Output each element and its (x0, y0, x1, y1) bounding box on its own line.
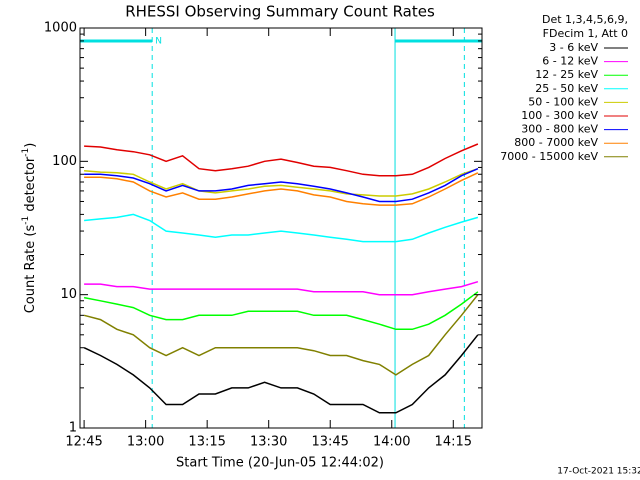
legend-label: 6 - 12 keV (542, 55, 598, 68)
x-tick-label: 14:15 (435, 435, 472, 450)
legend-label: 7000 - 15000 keV (500, 150, 598, 163)
series-line (84, 143, 479, 177)
plot-frame (79, 27, 483, 429)
series-line (83, 291, 479, 331)
y-label-sup: -1 (21, 216, 31, 225)
x-tick-label: 14:00 (373, 435, 410, 450)
x-axis-label: Start Time (20-Jun-05 12:44:02) (176, 456, 384, 471)
legend-label: 100 - 300 keV (521, 109, 598, 122)
legend-label: 3 - 6 keV (549, 41, 598, 54)
x-tick-label: 13:00 (127, 435, 164, 450)
series-line (84, 167, 479, 197)
series-line (84, 172, 479, 206)
x-tick-label: 12:45 (65, 435, 102, 450)
y-label-sup: -1 (21, 148, 31, 157)
y-tick-label: 10 (60, 287, 77, 302)
night-label: N (155, 37, 162, 47)
legend-header: FDecim 1, Att 0 (543, 27, 628, 40)
series-line (84, 168, 479, 203)
legend-label: 12 - 25 keV (535, 68, 598, 81)
legend-label: 50 - 100 keV (528, 95, 598, 108)
series-line (84, 280, 479, 296)
y-tick-label: 1 (69, 421, 77, 436)
legend-label: 25 - 50 keV (535, 82, 598, 95)
legend-label: 300 - 800 keV (521, 123, 598, 136)
y-label-part: Count Rate (s (23, 225, 38, 314)
x-tick-label: 13:45 (311, 435, 348, 450)
legend-header: Det 1,3,4,5,6,9, (542, 13, 628, 26)
y-axis-label: Count Rate (s-1 detector-1) (21, 143, 38, 314)
chart-title: RHESSI Observing Summary Count Rates (125, 3, 435, 21)
series-line (83, 294, 479, 376)
y-label-part: detector (23, 156, 38, 216)
x-tick-label: 13:15 (188, 435, 225, 450)
y-tick-label: 100 (52, 154, 77, 169)
x-tick-label: 13:30 (250, 435, 287, 450)
y-tick-label: 1000 (44, 21, 77, 36)
y-label-part: ) (23, 143, 38, 148)
series-line (84, 213, 479, 243)
legend-label: 800 - 7000 keV (514, 136, 598, 149)
footer: 17-Oct-2021 15:32 (557, 467, 640, 477)
series-line (83, 334, 479, 414)
